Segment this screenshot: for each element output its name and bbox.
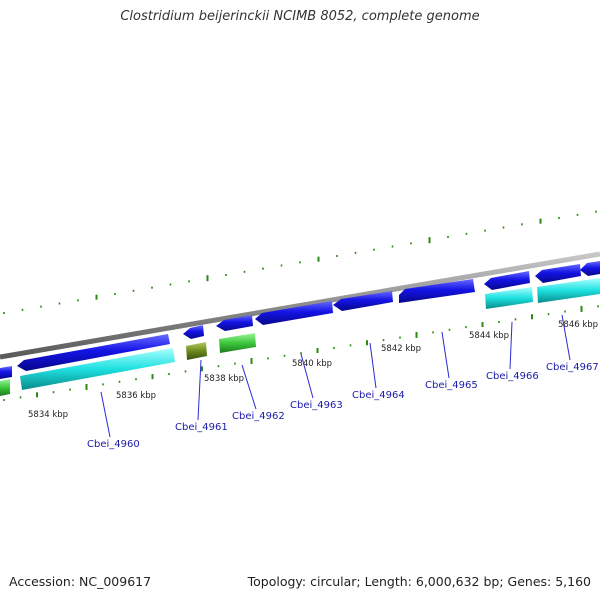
map-title: Clostridium beijerinckii NCIMB 8052, com… — [120, 9, 480, 24]
scale-label: 5836 kbp — [116, 391, 156, 401]
gene-label-cbei-4967[interactable]: Cbei_4967 — [546, 362, 599, 373]
cds-arrow-forward[interactable] — [535, 264, 581, 283]
leader-line — [509, 321, 513, 370]
scale-label: 5840 kbp — [292, 359, 332, 369]
leader-line — [441, 331, 450, 379]
scale-label: 5844 kbp — [469, 331, 509, 341]
scale-labels: 5834 kbp 5836 kbp 5838 kbp 5840 kbp 5842… — [28, 320, 598, 420]
leader-line — [369, 342, 377, 389]
cds-arrow-forward[interactable] — [333, 291, 393, 311]
leader-line — [300, 353, 314, 399]
gene-label-cbei-4960[interactable]: Cbei_4960 — [87, 439, 140, 450]
genome-backbone — [0, 251, 600, 360]
gene-labels: Cbei_4960 Cbei_4961 Cbei_4962 Cbei_4963 … — [87, 362, 599, 450]
cds-arrow-forward[interactable] — [0, 366, 12, 379]
gene-label-cbei-4966[interactable]: Cbei_4966 — [486, 371, 539, 382]
feature-green[interactable] — [0, 379, 10, 396]
forward-strand-track — [0, 261, 600, 379]
leader-line — [100, 391, 111, 438]
cds-arrow-forward[interactable] — [399, 279, 475, 303]
scale-label: 5834 kbp — [28, 410, 68, 420]
gene-leaders — [100, 314, 571, 438]
cds-arrow-forward[interactable] — [580, 261, 600, 276]
scale-label: 5842 kbp — [381, 344, 421, 354]
feature-green[interactable] — [219, 333, 256, 353]
cds-arrow-forward[interactable] — [255, 301, 333, 325]
gc-skew-track-upper — [3, 210, 597, 314]
topology-text: Topology: circular; Length: 6,000,632 bp… — [247, 574, 591, 589]
cds-arrow-forward[interactable] — [484, 271, 530, 290]
leader-line — [197, 359, 202, 421]
cds-arrow-forward[interactable] — [17, 334, 170, 371]
cds-arrow-forward[interactable] — [183, 325, 204, 339]
gene-label-cbei-4961[interactable]: Cbei_4961 — [175, 422, 228, 433]
cds-reverse[interactable] — [537, 278, 600, 303]
feature-olive[interactable] — [186, 342, 207, 360]
gene-label-cbei-4963[interactable]: Cbei_4963 — [290, 400, 343, 411]
gene-label-cbei-4965[interactable]: Cbei_4965 — [425, 380, 478, 391]
gene-label-cbei-4964[interactable]: Cbei_4964 — [352, 390, 405, 401]
cds-reverse[interactable] — [485, 287, 533, 309]
leader-line — [561, 314, 571, 361]
accession-text: Accession: NC_009617 — [9, 574, 152, 589]
leader-line — [241, 364, 257, 410]
scale-label: 5846 kbp — [558, 320, 598, 330]
scale-label: 5838 kbp — [204, 374, 244, 384]
gc-skew-track-lower — [3, 305, 599, 401]
cds-arrow-forward[interactable] — [216, 315, 253, 331]
cds-reverse[interactable] — [20, 348, 175, 390]
reverse-strand-track — [0, 278, 600, 396]
gene-label-cbei-4962[interactable]: Cbei_4962 — [232, 411, 285, 422]
